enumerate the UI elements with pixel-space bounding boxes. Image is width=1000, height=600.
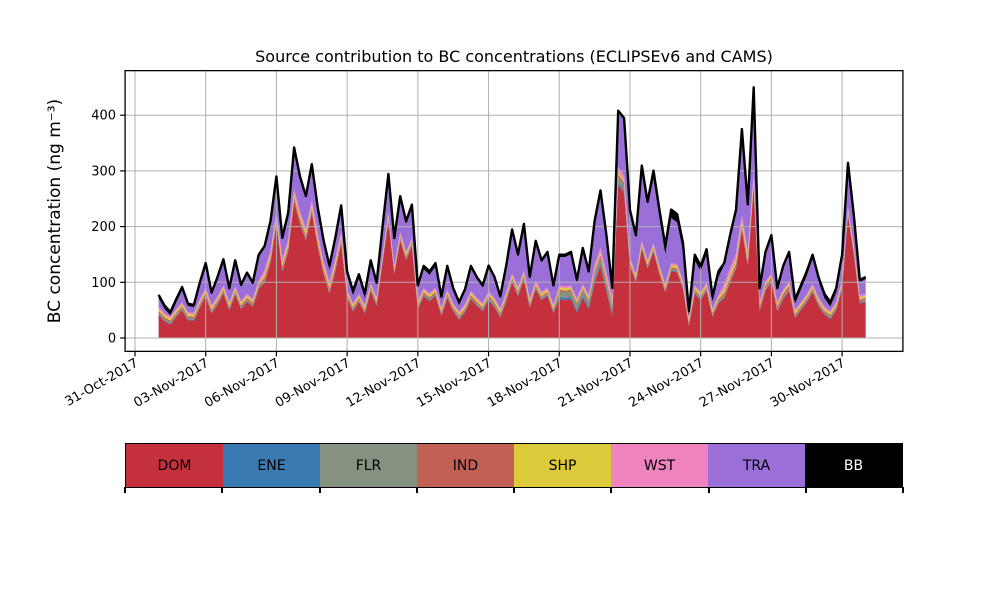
x-tick-label: 09-Nov-2017 <box>273 356 353 411</box>
x-tick-label: 06-Nov-2017 <box>202 356 282 411</box>
legend-item-ene: ENE <box>223 444 320 487</box>
y-tick-label: 0 <box>108 332 116 347</box>
legend: DOM ENE FLR IND SHP WST TRA BB <box>125 443 903 488</box>
gridlines <box>125 70 903 352</box>
legend-item-shp: SHP <box>514 444 611 487</box>
legend-label-tra: TRA <box>742 457 771 474</box>
legend-tick <box>902 487 904 493</box>
legend-label-shp: SHP <box>548 457 577 474</box>
legend-label-flr: FLR <box>355 457 382 474</box>
legend-label-wst: WST <box>643 457 676 474</box>
legend-item-wst: WST <box>611 444 708 487</box>
stacked-areas <box>158 87 866 338</box>
area-TRA <box>158 89 866 318</box>
legend-label-ind: IND <box>452 457 479 474</box>
x-tick-label: 15-Nov-2017 <box>414 356 494 411</box>
legend-tick <box>415 487 418 493</box>
legend-axis-ticks <box>124 487 904 493</box>
y-tick-label: 300 <box>91 164 116 179</box>
legend-tick <box>124 487 126 493</box>
axes-frame <box>124 69 904 353</box>
legend-item-dom: DOM <box>126 444 223 487</box>
legend-tick <box>804 487 807 493</box>
y-tick-label: 200 <box>91 220 116 235</box>
area-DOM <box>158 184 866 338</box>
legend-label-ene: ENE <box>257 457 286 474</box>
legend-tick <box>318 487 321 493</box>
legend-item-ind: IND <box>417 444 514 487</box>
x-tick-label: 24-Nov-2017 <box>626 356 706 411</box>
legend-tick <box>610 487 613 493</box>
legend-tick <box>513 487 515 493</box>
legend-item-flr: FLR <box>320 444 417 487</box>
legend-item-bb: BB <box>805 444 902 487</box>
legend-label-bb: BB <box>843 457 864 474</box>
y-tick-label: 100 <box>91 276 116 291</box>
x-tick-label: 30-Nov-2017 <box>768 356 848 411</box>
legend-tick <box>707 487 710 493</box>
x-tick-label: 27-Nov-2017 <box>697 356 777 411</box>
x-tick-label: 03-Nov-2017 <box>131 356 211 411</box>
x-tick-label: 21-Nov-2017 <box>556 356 636 411</box>
chart-title: Source contribution to BC concentrations… <box>255 47 773 66</box>
legend-tick <box>221 487 224 493</box>
x-tick-label: 12-Nov-2017 <box>344 356 424 411</box>
x-tick-label: 18-Nov-2017 <box>485 356 565 411</box>
legend-item-tra: TRA <box>708 444 805 487</box>
legend-label-dom: DOM <box>157 457 192 474</box>
x-tick-label: 31-Oct-2017 <box>63 356 141 410</box>
total-line <box>157 86 867 314</box>
y-tick-label: 400 <box>91 109 116 124</box>
